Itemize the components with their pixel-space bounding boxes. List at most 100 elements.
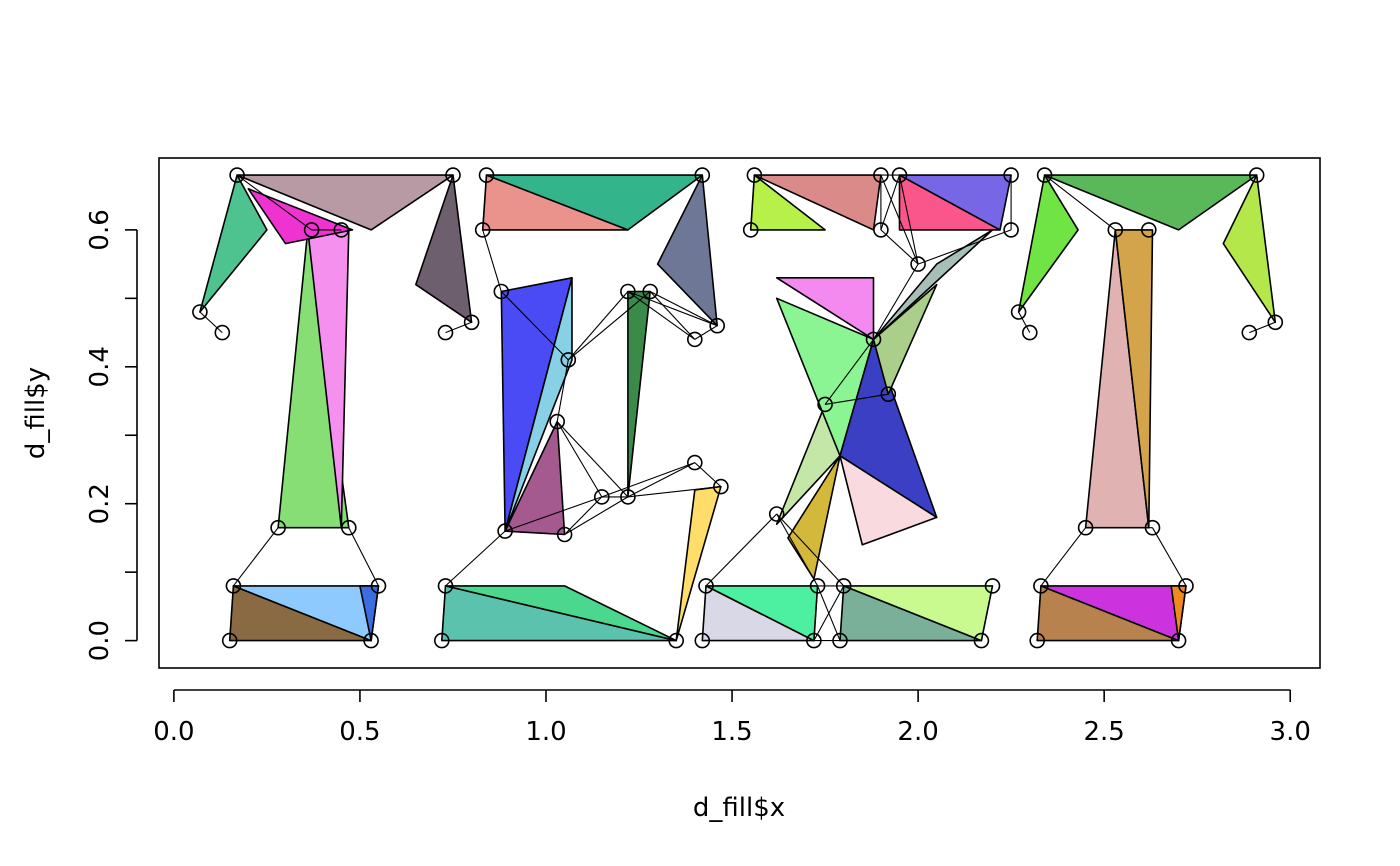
x-tick-label: 0.5: [339, 717, 380, 747]
data-points: [694, 167, 1019, 649]
data-point: [303, 222, 320, 238]
data-point: [333, 222, 350, 238]
data-point: [709, 317, 726, 334]
fill-triangle: [753, 174, 882, 231]
data-point: [694, 167, 711, 183]
fan-line: [980, 585, 994, 641]
fan-line: [627, 291, 696, 340]
fill-triangle: [414, 174, 473, 324]
data-points: [192, 167, 480, 649]
fan-line: [564, 496, 603, 535]
fan-line: [601, 462, 695, 498]
fan-line: [825, 393, 889, 405]
fan-lines: [199, 174, 472, 641]
data-points: [433, 167, 729, 649]
glyph-e-2: [433, 167, 729, 649]
fan-line: [1178, 585, 1187, 641]
data-point: [1036, 167, 1053, 183]
fan-line: [917, 229, 1012, 265]
data-point: [686, 454, 703, 471]
data-point: [1241, 324, 1258, 341]
fan-line: [898, 174, 919, 265]
data-point: [1248, 167, 1265, 183]
fan-lines: [441, 175, 722, 641]
fan-line: [701, 585, 707, 641]
data-point: [1178, 578, 1194, 594]
glyph-x-3: [694, 167, 1019, 649]
fill-triangle: [485, 174, 704, 231]
data-point: [686, 331, 703, 348]
y-tick-label: 0.6: [85, 209, 115, 250]
data-point: [746, 167, 763, 183]
fan-line: [694, 462, 722, 488]
data-point: [835, 578, 852, 594]
fill-triangle: [444, 585, 678, 642]
y-axis: 0.0 0.2 0.4 0.6: [85, 209, 138, 661]
data-point: [642, 283, 659, 300]
data-point: [437, 578, 454, 594]
fan-line: [880, 229, 919, 265]
data-point: [229, 167, 245, 183]
fan-line: [649, 291, 718, 327]
fan-line: [750, 175, 755, 230]
fan-line: [1018, 311, 1031, 333]
data-point: [497, 523, 513, 539]
fan-line: [445, 321, 472, 334]
data-point: [865, 331, 882, 348]
fan-line: [627, 462, 696, 498]
fan-line: [1249, 321, 1276, 334]
fan-line: [482, 175, 488, 230]
fan-line: [1152, 527, 1187, 587]
x-tick-label: 2.5: [1083, 717, 1124, 747]
data-point: [1033, 578, 1049, 594]
fan-line: [370, 585, 380, 641]
fan-line: [567, 291, 629, 361]
data-point: [1144, 519, 1161, 536]
data-point: [620, 283, 636, 300]
data-point: [560, 352, 577, 368]
fan-line: [504, 496, 602, 532]
data-point: [880, 386, 897, 403]
fan-line: [776, 513, 845, 587]
fan-line: [694, 325, 718, 340]
data-point: [1170, 632, 1187, 649]
data-point: [1267, 314, 1284, 331]
data-point: [214, 324, 231, 341]
fan-line: [445, 530, 506, 587]
fill-triangle: [872, 229, 994, 341]
data-point: [891, 167, 908, 183]
fan-line: [482, 229, 502, 292]
data-point: [1003, 167, 1019, 183]
fan-line: [564, 496, 629, 535]
data-point: [1077, 519, 1094, 536]
data-point: [1107, 222, 1124, 238]
fan-line: [1040, 527, 1087, 587]
data-point: [221, 632, 238, 649]
data-point: [620, 489, 636, 505]
data-point: [873, 167, 889, 183]
data-point: [474, 222, 491, 238]
fan-line: [813, 585, 819, 641]
fan-lines: [1018, 174, 1276, 641]
fan-line: [1044, 174, 1116, 231]
plot-marks: [192, 167, 1284, 649]
fill-triangle: [1222, 174, 1277, 324]
fill-triangle: [1017, 174, 1079, 313]
glyph-t-1: [192, 167, 480, 649]
data-point: [493, 283, 510, 300]
data-point: [1029, 632, 1045, 649]
fan-line: [556, 421, 603, 498]
data-point: [809, 578, 826, 594]
fan-line: [649, 291, 696, 340]
fan-line: [1036, 585, 1042, 641]
fan-line: [441, 585, 447, 641]
data-point: [910, 256, 926, 272]
data-point: [225, 578, 242, 594]
x-tick-label: 1.5: [711, 717, 752, 747]
fan-line: [505, 530, 565, 536]
fan-line: [880, 174, 901, 231]
data-point: [1141, 222, 1157, 238]
data-point: [873, 222, 889, 238]
fill-triangle: [656, 174, 719, 327]
data-point: [463, 314, 480, 331]
